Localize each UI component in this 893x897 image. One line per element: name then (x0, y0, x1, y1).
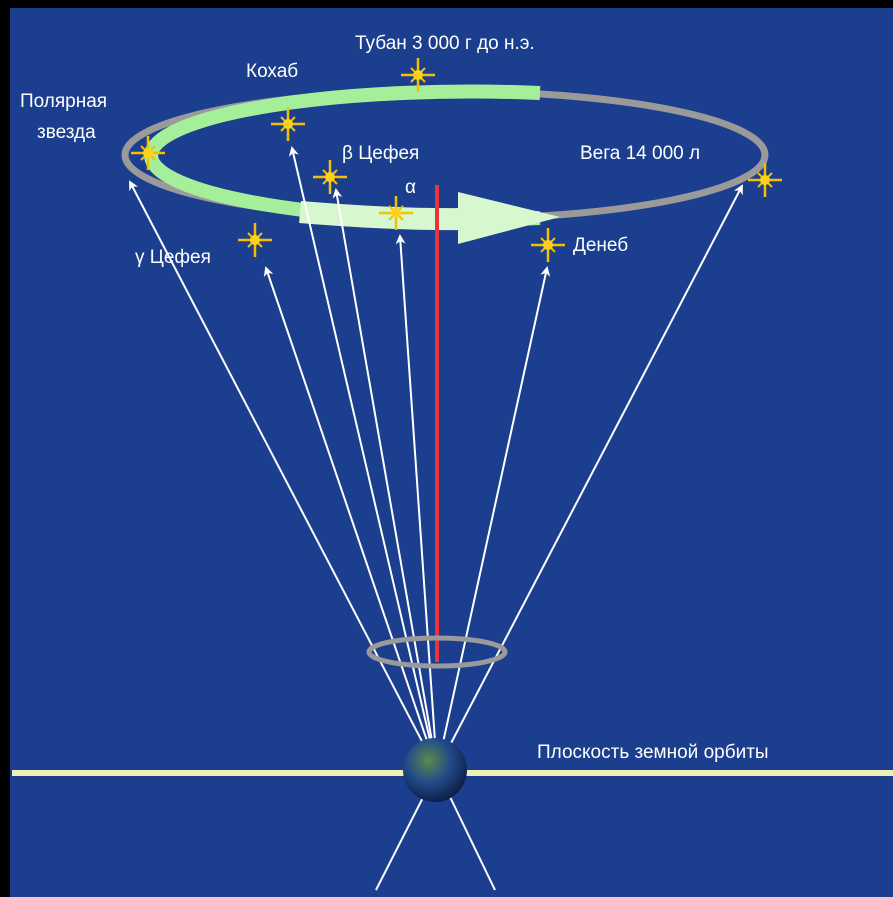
label: α (405, 177, 416, 198)
label: Плоскость земной орбиты (537, 742, 769, 763)
label: Вега 14 000 л (580, 143, 700, 164)
label: β Цефея (342, 143, 419, 164)
label: Денеб (573, 235, 628, 256)
label: Полярная (20, 91, 107, 112)
label: Кохаб (246, 61, 298, 82)
diagram: Тубан 3 000 г до н.э. Кохаб Полярная зве… (0, 0, 893, 897)
earth (403, 738, 467, 802)
label: Тубан 3 000 г до н.э. (355, 33, 535, 54)
label: γ Цефея (135, 247, 211, 268)
label: звезда (37, 122, 96, 143)
